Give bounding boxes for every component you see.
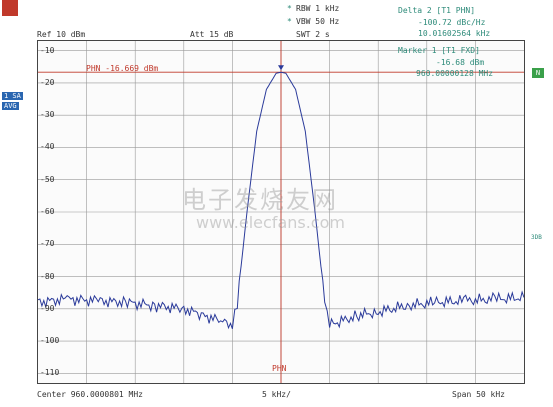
y-tick-label: -50	[40, 174, 55, 184]
marker1-triangle-icon	[278, 65, 284, 71]
vbw-star: *	[287, 17, 292, 26]
marker1-value: -16.68 dBm	[436, 58, 485, 67]
y-tick-label: -40	[40, 142, 55, 152]
avg-badge: AVG	[2, 102, 19, 110]
rbw-readout: RBW 1 kHz	[296, 4, 340, 13]
rbw-star: *	[287, 4, 292, 13]
ref-level: Ref 10 dBm	[37, 30, 86, 39]
y-tick-label: -90	[40, 303, 55, 313]
spectrum-trace	[38, 71, 524, 330]
y-tick-label: -100	[40, 336, 60, 346]
y-tick-label: -80	[40, 271, 55, 281]
y-tick-label: -20	[40, 77, 55, 87]
center-frequency: Center 960.0000801 MHz	[37, 390, 143, 399]
watermark-chinese: 电子发烧友网	[182, 186, 338, 214]
trace-1sa-badge: 1 SA	[2, 92, 23, 100]
phn-marker-label: PHN	[272, 364, 287, 373]
delta-marker-freq: 10.01602564 kHz	[418, 29, 491, 38]
rohde-schwarz-logo-icon	[2, 0, 18, 16]
span: Span 50 kHz	[452, 390, 505, 399]
marker1-freq: 960.00000128 MHz	[416, 69, 494, 78]
sweep-time: SWT 2 s	[296, 30, 330, 39]
y-tick-label: -60	[40, 207, 55, 216]
y-tick-label: -10	[40, 45, 55, 55]
delta-marker-value: -100.72 dBc/Hz	[418, 18, 486, 27]
span-per-div: 5 kHz/	[262, 390, 291, 399]
y-tick-label: -110	[40, 368, 60, 378]
marker1-title: Marker 1 [T1 FXD]	[398, 46, 480, 55]
y-tick-label: -70	[40, 239, 55, 249]
three-db-label: 3DB	[531, 234, 542, 241]
vbw-readout: VBW 50 Hz	[296, 17, 340, 26]
spectrum-plot	[37, 40, 525, 384]
n-indicator: N	[532, 68, 544, 78]
watermark-url: www.elecfans.com	[196, 213, 345, 232]
delta-marker-title: Delta 2 [T1 PHN]	[398, 6, 476, 15]
y-tick-label: -30	[40, 110, 55, 120]
spectrum-chart	[38, 41, 524, 383]
phn-line-label: PHN -16.669 dBm	[86, 64, 159, 73]
attenuation: Att 15 dB	[190, 30, 234, 39]
